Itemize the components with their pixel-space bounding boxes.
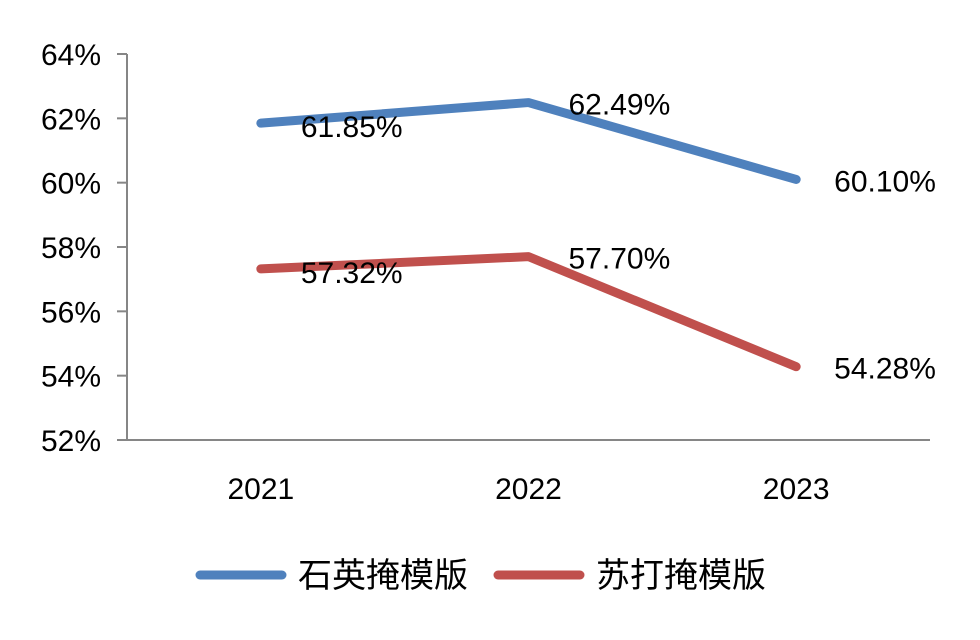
data-label: 57.32%: [301, 257, 403, 290]
legend-label: 石英掩模版: [298, 556, 468, 596]
y-tick-label: 56%: [41, 296, 101, 329]
series-line-1: [256, 98, 801, 184]
y-tick-label: 52%: [41, 425, 101, 458]
legend: 石英掩模版 苏打掩模版: [195, 556, 766, 596]
data-label: 57.70%: [569, 243, 671, 276]
legend-label: 苏打掩模版: [596, 556, 766, 596]
data-label: 61.85%: [301, 111, 403, 144]
y-axis-ticks: 52% 54% 56% 58% 60% 62% 64%: [41, 39, 127, 458]
y-tick-label: 60%: [41, 168, 101, 201]
x-tick-label: 2022: [495, 473, 562, 506]
x-tick-label: 2021: [227, 473, 294, 506]
series-line-2: [256, 252, 801, 372]
data-label: 62.49%: [569, 89, 671, 122]
data-label: 54.28%: [834, 353, 936, 386]
series-lines: [256, 98, 801, 372]
y-tick-label: 54%: [41, 361, 101, 394]
data-label: 60.10%: [834, 165, 936, 198]
y-tick-label: 62%: [41, 103, 101, 136]
chart-axes: [126, 54, 930, 441]
x-tick-label: 2023: [763, 473, 830, 506]
x-axis-ticks: 2021 2022 2023: [227, 473, 829, 506]
y-tick-label: 64%: [41, 39, 101, 72]
data-labels: 61.85% 62.49% 60.10% 57.32% 57.70% 54.28%: [301, 89, 936, 386]
y-tick-label: 58%: [41, 232, 101, 265]
